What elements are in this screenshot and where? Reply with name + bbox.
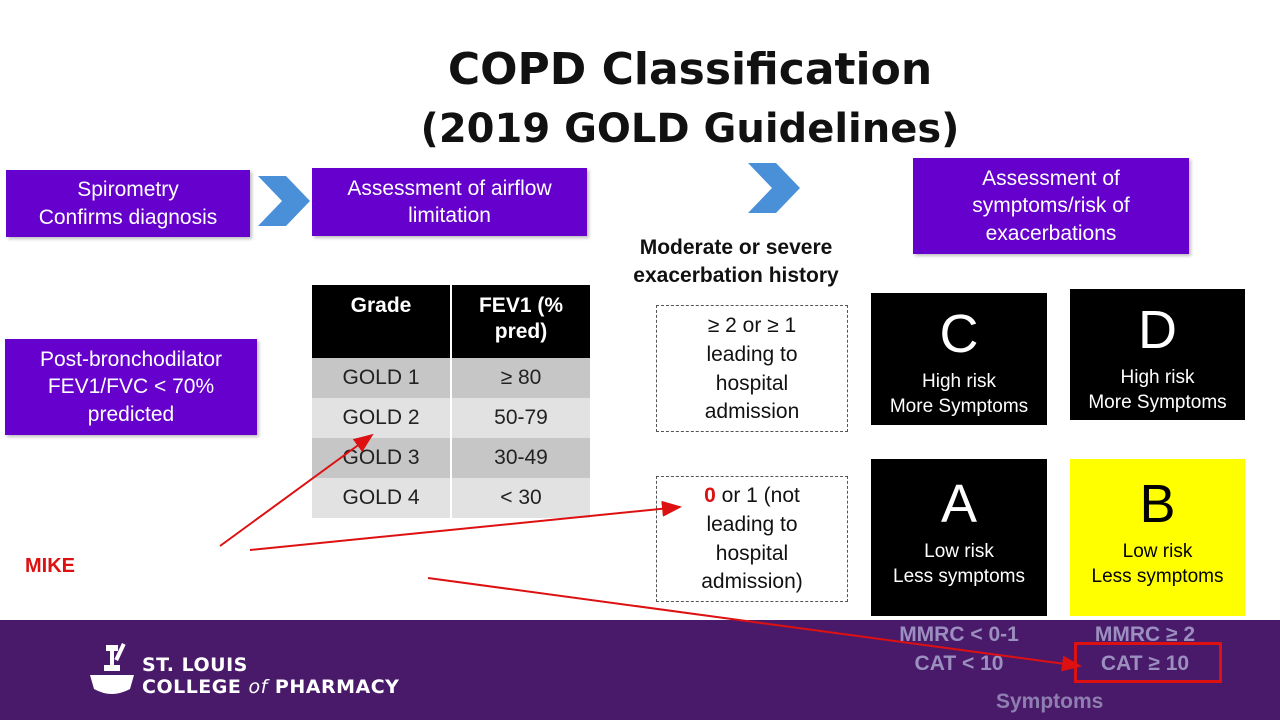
group-b-risk: Low risk [1122, 541, 1193, 562]
annotation-name: MIKE [25, 555, 75, 577]
group-d-symptoms: More Symptoms [1088, 392, 1227, 414]
high-cat: CAT ≥ 10 [1100, 651, 1190, 675]
group-d-risk: High risk [1120, 367, 1195, 388]
airflow-line-2: limitation [408, 204, 491, 227]
symptoms-risk-box: Assessment of symptoms/risk of exacerbat… [913, 158, 1189, 254]
high-exacerbation-line-2: leading to [706, 342, 798, 366]
group-b-symptoms: Less symptoms [1091, 566, 1224, 588]
low-exacerbation-line-4: admission) [701, 570, 803, 594]
title-line-1: COPD Classification [447, 44, 933, 95]
slide-title: COPD Classification [0, 44, 1280, 95]
low-mmrc: MMRC < 0-1 [899, 623, 1019, 646]
group-a-symptoms: Less symptoms [893, 566, 1025, 588]
symptoms-line-3: exacerbations [985, 221, 1117, 245]
logo-college: COLLEGE [142, 676, 249, 699]
logo-of: of [248, 676, 268, 699]
gold-grade-table: Grade FEV1 (% pred) GOLD 1 ≥ 80 GOLD 2 5… [312, 285, 590, 518]
airflow-box: Assessment of airflow limitation [312, 168, 587, 236]
group-c-symptoms: More Symptoms [889, 396, 1029, 418]
low-cat: CAT < 10 [914, 651, 1004, 675]
group-d-letter: D [1138, 300, 1177, 360]
logo-line-1: ST. LOUIS [142, 654, 248, 676]
group-b-letter: B [1139, 474, 1176, 534]
header-fev1-line-2: pred) [494, 320, 548, 344]
header-fev1-line-1: FEV1 (% [478, 294, 564, 317]
table-row: GOLD 2 50-79 [312, 398, 590, 438]
fev1-cell: ≥ 80 [451, 358, 590, 398]
table-row: GOLD 3 30-49 [312, 438, 590, 478]
title-line-2: (2019 GOLD Guidelines) [420, 106, 960, 152]
spirometry-line-1: Spirometry [77, 178, 179, 202]
group-a-letter: A [940, 474, 978, 534]
high-exacerbation-line-1: ≥ 2 or ≥ 1 [707, 314, 797, 337]
chevron-right-icon [258, 176, 310, 226]
table-row: GOLD 1 ≥ 80 [312, 358, 590, 398]
logo-line-2: COLLEGE of PHARMACY [142, 676, 399, 698]
high-exacerbation-line-4: admission [704, 400, 800, 424]
symptoms-line-1: Assessment of [982, 167, 1120, 191]
zero-value: 0 [704, 484, 716, 507]
low-symptom-scale: MMRC < 0-1 CAT < 10 [876, 621, 1042, 678]
low-exacerbation-line-1-rest: or 1 (not [715, 484, 800, 507]
post-bronchodilator-line-3: predicted [87, 402, 175, 426]
grade-cell: GOLD 3 [312, 438, 452, 478]
grade-cell: GOLD 4 [312, 478, 452, 518]
low-exacerbation-box: 0 or 1 (not leading to hospital admissio… [656, 476, 848, 602]
high-mmrc: MMRC ≥ 2 [1094, 623, 1196, 646]
exacerbation-heading: Moderate or severe exacerbation history [606, 234, 866, 291]
table-row: GOLD 4 < 30 [312, 478, 590, 518]
fev1-cell: 50-79 [451, 398, 590, 438]
mortar-pestle-logo-icon [90, 642, 134, 694]
spirometry-line-2: Confirms diagnosis [38, 205, 218, 229]
symptoms-axis-label: Symptoms [996, 690, 1104, 713]
group-c-box: C High risk More Symptoms [871, 293, 1047, 425]
airflow-line-1: Assessment of airflow [347, 176, 552, 200]
low-exacerbation-line-3: hospital [715, 541, 789, 565]
exacerbation-heading-line-1: Moderate or severe [639, 236, 833, 259]
table-header-row: Grade FEV1 (% pred) [312, 285, 590, 358]
high-exacerbation-line-3: hospital [715, 371, 789, 395]
grade-cell: GOLD 2 [312, 398, 452, 438]
college-logo-text: ST. LOUIS COLLEGE of PHARMACY [142, 654, 399, 699]
header-grade: Grade [312, 285, 452, 358]
spirometry-box: Spirometry Confirms diagnosis [6, 170, 250, 237]
chevron-right-icon [748, 163, 800, 213]
exacerbation-heading-line-2: exacerbation history [633, 264, 839, 288]
logo-pharmacy: PHARMACY [267, 676, 400, 699]
post-bronchodilator-line-1: Post-bronchodilator [39, 348, 223, 372]
post-bronchodilator-box: Post-bronchodilator FEV1/FVC < 70% predi… [5, 339, 257, 435]
post-bronchodilator-line-2: FEV1/FVC < 70% [47, 375, 215, 399]
low-exacerbation-line-1: 0 or 1 (not [657, 482, 847, 511]
low-exacerbation-line-2: leading to [706, 512, 798, 536]
fev1-cell: < 30 [451, 478, 590, 518]
high-symptom-scale: MMRC ≥ 2 CAT ≥ 10 [1062, 621, 1228, 678]
slide-subtitle: (2019 GOLD Guidelines) [0, 106, 1280, 152]
group-a-risk: Low risk [924, 541, 994, 562]
header-fev1: FEV1 (% pred) [451, 285, 590, 358]
cat-highlight-box [1074, 642, 1222, 683]
group-a-box: A Low risk Less symptoms [871, 459, 1047, 616]
grade-cell: GOLD 1 [312, 358, 452, 398]
group-c-letter: C [939, 304, 979, 364]
group-b-box: B Low risk Less symptoms [1070, 459, 1245, 616]
group-d-box: D High risk More Symptoms [1070, 289, 1245, 420]
high-exacerbation-box: ≥ 2 or ≥ 1 leading to hospital admission [656, 305, 848, 432]
fev1-cell: 30-49 [451, 438, 590, 478]
group-c-risk: High risk [922, 371, 996, 392]
symptoms-line-2: symptoms/risk of [972, 194, 1130, 218]
